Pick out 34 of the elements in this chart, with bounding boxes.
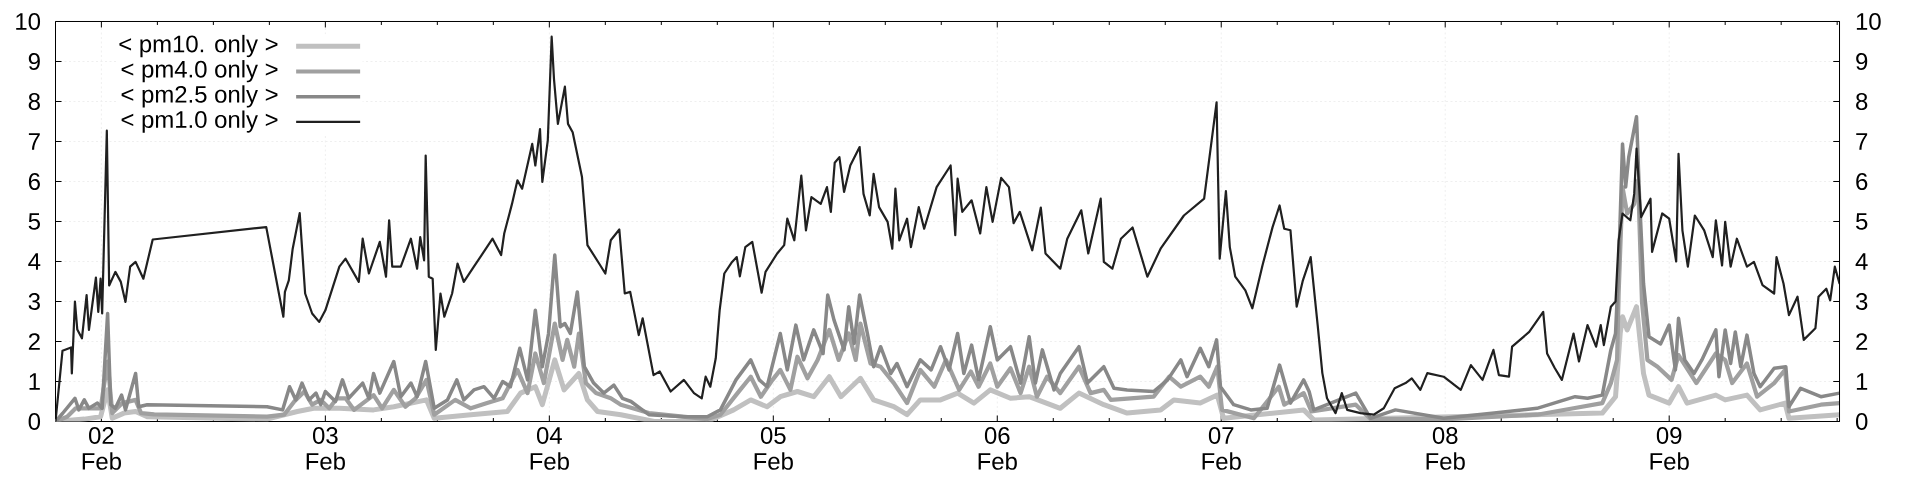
- y-tick-label: 1: [29, 373, 40, 390]
- y2-tick-label: 2: [1856, 333, 1868, 350]
- y2-tick-label: 10: [1856, 13, 1881, 30]
- x-tick-label: 02 Feb: [82, 427, 121, 470]
- legend-label: < pm4.0 only >: [121, 60, 278, 83]
- x-tick-label: 07 Feb: [1202, 427, 1241, 470]
- y-tick-label: 9: [28, 53, 40, 70]
- y-tick-label: 8: [28, 93, 40, 110]
- y2-tick-label: 4: [1855, 253, 1868, 270]
- legend-label: < pm1.0 only >: [121, 110, 278, 133]
- legend-label: < pm2.5 only >: [121, 85, 278, 108]
- y-tick-label: 3: [28, 293, 40, 310]
- y-tick-label: 4: [28, 253, 41, 270]
- y-tick-label: 2: [28, 333, 40, 350]
- y2-tick-label: 8: [1856, 93, 1868, 110]
- y-tick-label: 6: [28, 173, 40, 190]
- legend-label: < pm10. only >: [119, 34, 278, 58]
- x-tick-label: 08 Feb: [1426, 427, 1465, 470]
- y2-tick-label: 5: [1856, 213, 1868, 230]
- y2-tick-label: 6: [1856, 173, 1868, 190]
- y2-tick-label: 1: [1856, 373, 1868, 390]
- x-tick-label: 04 Feb: [530, 427, 569, 470]
- y-tick-label: 7: [28, 133, 40, 150]
- y-tick-label: 0: [28, 413, 41, 430]
- x-tick-label: 06 Feb: [978, 427, 1017, 470]
- y2-tick-label: 0: [1855, 413, 1868, 430]
- x-tick-label: 09 Feb: [1650, 427, 1689, 470]
- y-tick-label: 10: [16, 13, 41, 30]
- y-tick-label: 5: [28, 213, 40, 230]
- y2-tick-label: 3: [1855, 293, 1868, 310]
- x-tick-label: 05 Feb: [754, 427, 793, 470]
- y2-tick-label: 7: [1856, 133, 1868, 150]
- y2-tick-label: 9: [1856, 53, 1868, 70]
- x-tick-label: 03 Feb: [306, 427, 345, 470]
